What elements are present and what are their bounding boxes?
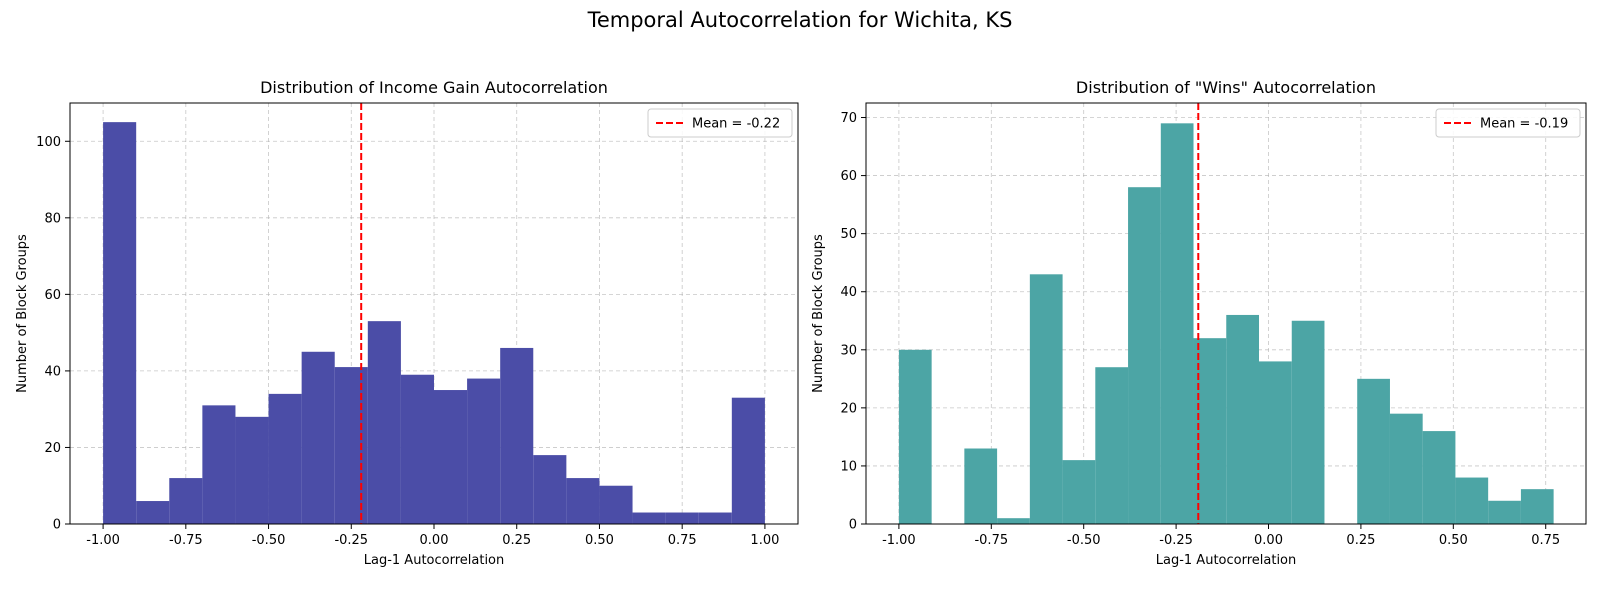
chart-title: Distribution of Income Gain Autocorrelat…: [260, 78, 608, 97]
legend: Mean = -0.19: [1435, 108, 1581, 138]
y-tick-label: 30: [840, 343, 857, 358]
figure-title: Temporal Autocorrelation for Wichita, KS: [587, 8, 1013, 32]
histogram-bar: [898, 349, 932, 524]
histogram-bar: [1488, 500, 1521, 524]
y-tick-label: 50: [840, 227, 857, 242]
histogram-bar: [400, 374, 434, 524]
y-axis-label: Number of Block Groups: [811, 234, 826, 393]
histogram-bar: [665, 512, 699, 524]
x-axis-label: Lag-1 Autocorrelation: [364, 553, 505, 568]
x-tick-label: 0.00: [1254, 533, 1283, 548]
y-tick-label: 20: [840, 401, 857, 416]
histogram-bar: [1422, 431, 1456, 524]
x-tick-label: 0.75: [668, 533, 697, 548]
histogram-bar: [1062, 460, 1096, 524]
histogram-bar: [1291, 320, 1325, 524]
x-tick-label: 0.00: [420, 533, 449, 548]
y-tick-label: 40: [840, 285, 857, 300]
histogram-bar: [533, 455, 567, 524]
x-tick-label: 0.50: [585, 533, 614, 548]
legend-box: [1435, 108, 1581, 138]
histogram-bar: [103, 122, 137, 525]
legend: Mean = -0.22: [647, 108, 793, 138]
histogram-bar: [731, 397, 765, 524]
x-tick-label: -0.25: [1159, 533, 1193, 548]
x-tick-label: 0.75: [1531, 533, 1560, 548]
x-tick-label: -1.00: [882, 533, 916, 548]
legend-label: Mean = -0.19: [1480, 117, 1568, 132]
histogram-bar: [1226, 314, 1260, 524]
histogram-bar: [1389, 413, 1423, 524]
chart-panel-1: -1.00 -0.75 -0.50 -0.25 0.00 0.25 0.50 0.75 1.00…: [15, 78, 799, 568]
histogram-bar: [136, 501, 170, 524]
histogram-bar: [500, 347, 534, 524]
histogram-bar: [1160, 123, 1194, 525]
chart-title: Distribution of "Wins" Autocorrelation: [1076, 78, 1376, 97]
histogram-bar: [235, 416, 269, 524]
y-tick-label: 20: [44, 441, 61, 456]
histogram-bar: [566, 478, 600, 524]
histogram-bar: [334, 367, 368, 524]
x-tick-label: -0.25: [334, 533, 368, 548]
axes-frame: [865, 102, 1587, 525]
x-tick-label: 0.50: [1439, 533, 1468, 548]
histogram-bar: [467, 378, 501, 524]
x-tick-label: 0.25: [502, 533, 531, 548]
y-tick-label: 80: [44, 211, 61, 226]
histogram-bar: [1455, 477, 1489, 524]
y-tick-label: 0: [849, 518, 857, 533]
y-tick-label: 60: [840, 169, 857, 184]
histogram-bar: [268, 393, 302, 524]
y-tick-label: 70: [840, 111, 857, 126]
x-tick-label: -1.00: [86, 533, 120, 548]
x-tick-label: 1.00: [750, 533, 779, 548]
histogram-bar: [1520, 489, 1554, 524]
x-tick-label: -0.75: [974, 533, 1008, 548]
x-tick-label: -0.50: [1067, 533, 1101, 548]
histogram-bar: [1259, 361, 1292, 524]
histogram-bar: [632, 512, 666, 524]
histogram-bar: [997, 518, 1030, 524]
chart-panel-2: -1.00 -0.75 -0.50 -0.25 0.00 0.25 0.50 0.75 0 10 2…: [811, 78, 1587, 568]
histogram-bar: [1095, 367, 1129, 524]
x-tick-label: -0.75: [169, 533, 203, 548]
histogram-bar: [1128, 187, 1161, 524]
histogram-bar: [169, 478, 203, 524]
histogram-bar: [1029, 274, 1063, 524]
x-tick-label: 0.25: [1346, 533, 1375, 548]
legend-label: Mean = -0.22: [692, 117, 780, 132]
y-axis-label: Number of Block Groups: [15, 234, 30, 393]
histogram-bar: [434, 390, 468, 524]
histogram-bar: [599, 485, 633, 524]
histogram-bar: [964, 448, 998, 524]
y-tick-label: 60: [44, 288, 61, 303]
histogram-bar: [202, 405, 236, 524]
y-tick-label: 0: [53, 518, 61, 533]
histogram-bar: [698, 512, 732, 524]
y-tick-label: 40: [44, 364, 61, 379]
legend-box: [647, 108, 793, 138]
x-axis-label: Lag-1 Autocorrelation: [1156, 553, 1297, 568]
y-tick-label: 10: [840, 459, 857, 474]
histogram-bar: [301, 351, 335, 524]
y-tick-label: 100: [36, 135, 61, 150]
x-tick-label: -0.50: [252, 533, 286, 548]
histogram-bar: [367, 321, 401, 524]
histogram-bar: [1357, 378, 1390, 524]
